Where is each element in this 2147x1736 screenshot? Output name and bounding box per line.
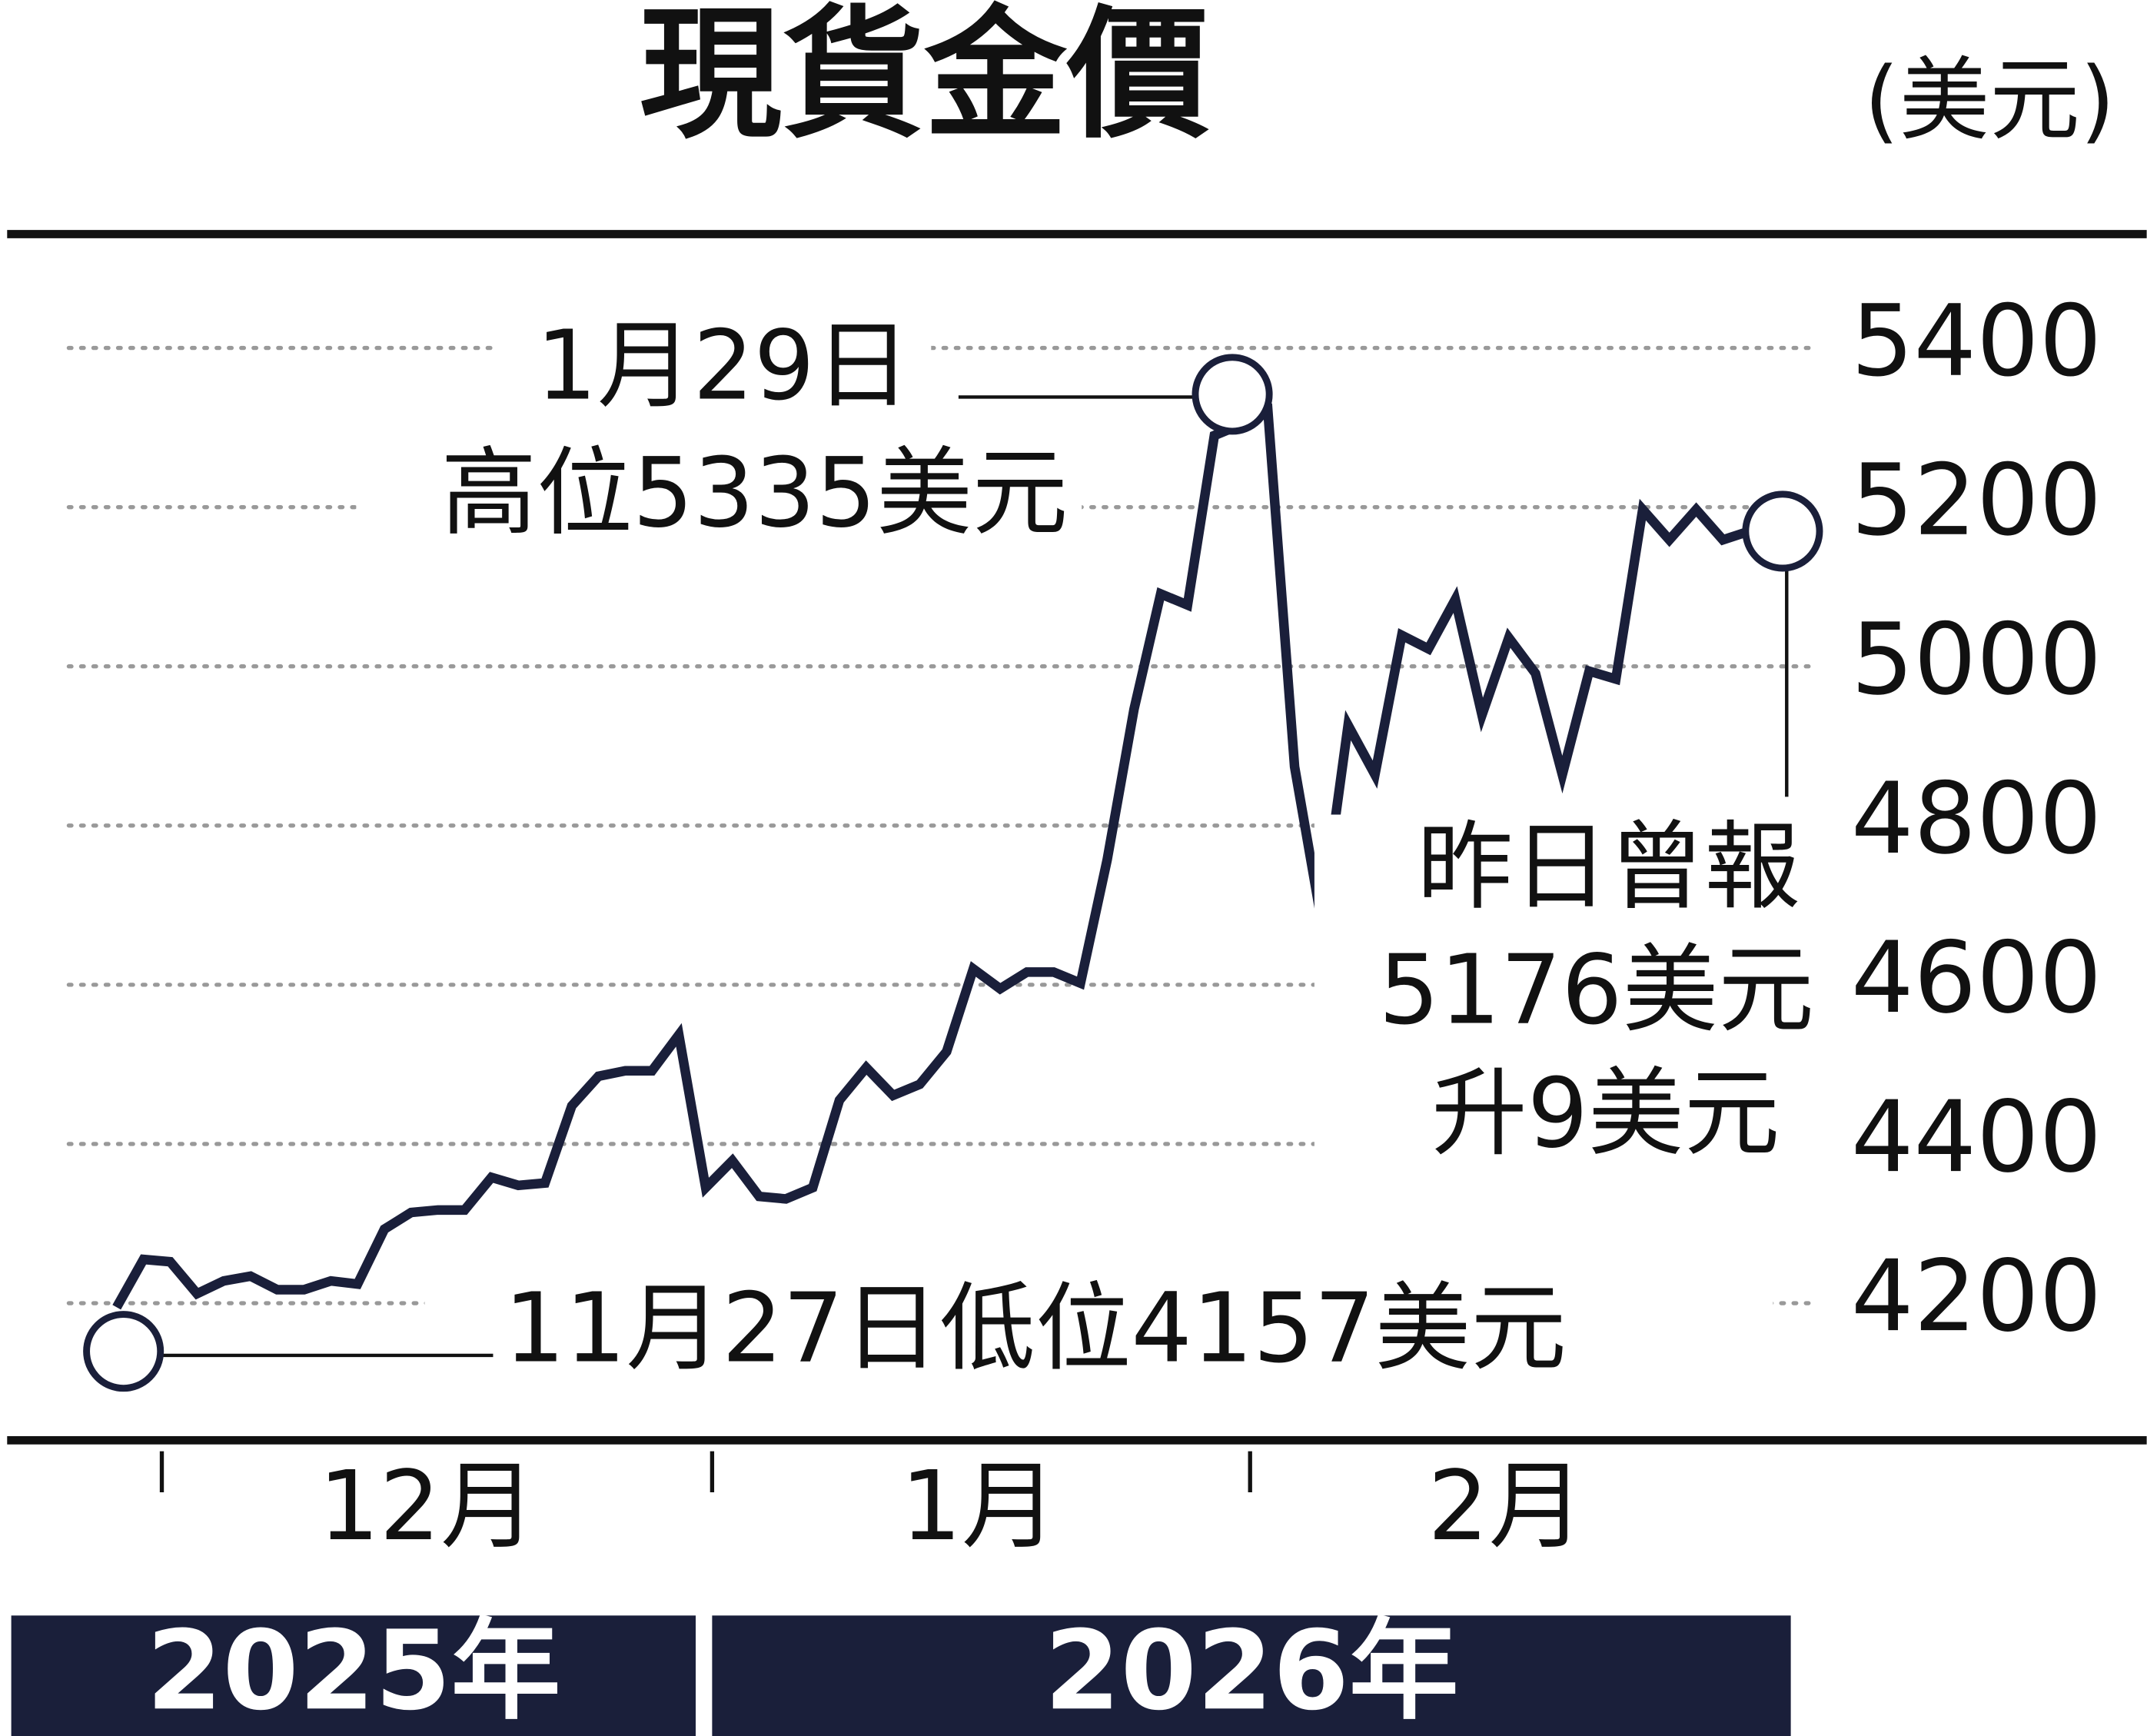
y-tick-label: 4800: [1851, 762, 2102, 876]
annotation: 升9美元: [1431, 1058, 1780, 1169]
year-band: [712, 1615, 1791, 1736]
low-marker: [83, 1311, 165, 1392]
plot: [112, 403, 1752, 1310]
year-label: 2025年: [146, 1607, 560, 1734]
annotation: 昨日曾報: [1417, 811, 1801, 923]
annotation: 高位5335美元: [441, 437, 1069, 549]
price-line: [112, 403, 1752, 1310]
y-tick-label: 4200: [1851, 1239, 2102, 1354]
unit-label: (美元): [1864, 48, 2115, 153]
label-backdrop: [356, 451, 1082, 562]
y-tick-label: 4600: [1851, 921, 2102, 1036]
x-tick-label: 2月: [1427, 1451, 1584, 1562]
year-band: [11, 1615, 696, 1736]
annotations: 1月29日 高位5335美元 11月27日低位4157美元 昨日曾報 5176美…: [161, 311, 1835, 1404]
y-tick-label: 4400: [1851, 1080, 2102, 1195]
y-tick-label: 5200: [1851, 444, 2102, 558]
label-backdrop: [1314, 814, 1835, 1185]
annotation: 1月29日: [536, 311, 910, 422]
annotation: 5176美元: [1378, 935, 1813, 1046]
latest-marker: [1742, 491, 1823, 572]
chart-title: 現貨金價: [640, 0, 1210, 158]
label-backdrop: [424, 1266, 1773, 1404]
year-label: 2026年: [1045, 1607, 1459, 1734]
x-axis-labels: 12月 1月 2月 2025年 2026年: [11, 1451, 1791, 1736]
y-tick-label: 5400: [1851, 284, 2102, 399]
markers: [83, 354, 1823, 1392]
annotation: 11月27日低位4157美元: [504, 1272, 1567, 1384]
x-tick-label: 1月: [901, 1451, 1058, 1562]
x-tick-label: 12月: [318, 1451, 536, 1562]
high-marker: [1191, 354, 1273, 435]
y-tick-label: 5000: [1851, 603, 2102, 717]
